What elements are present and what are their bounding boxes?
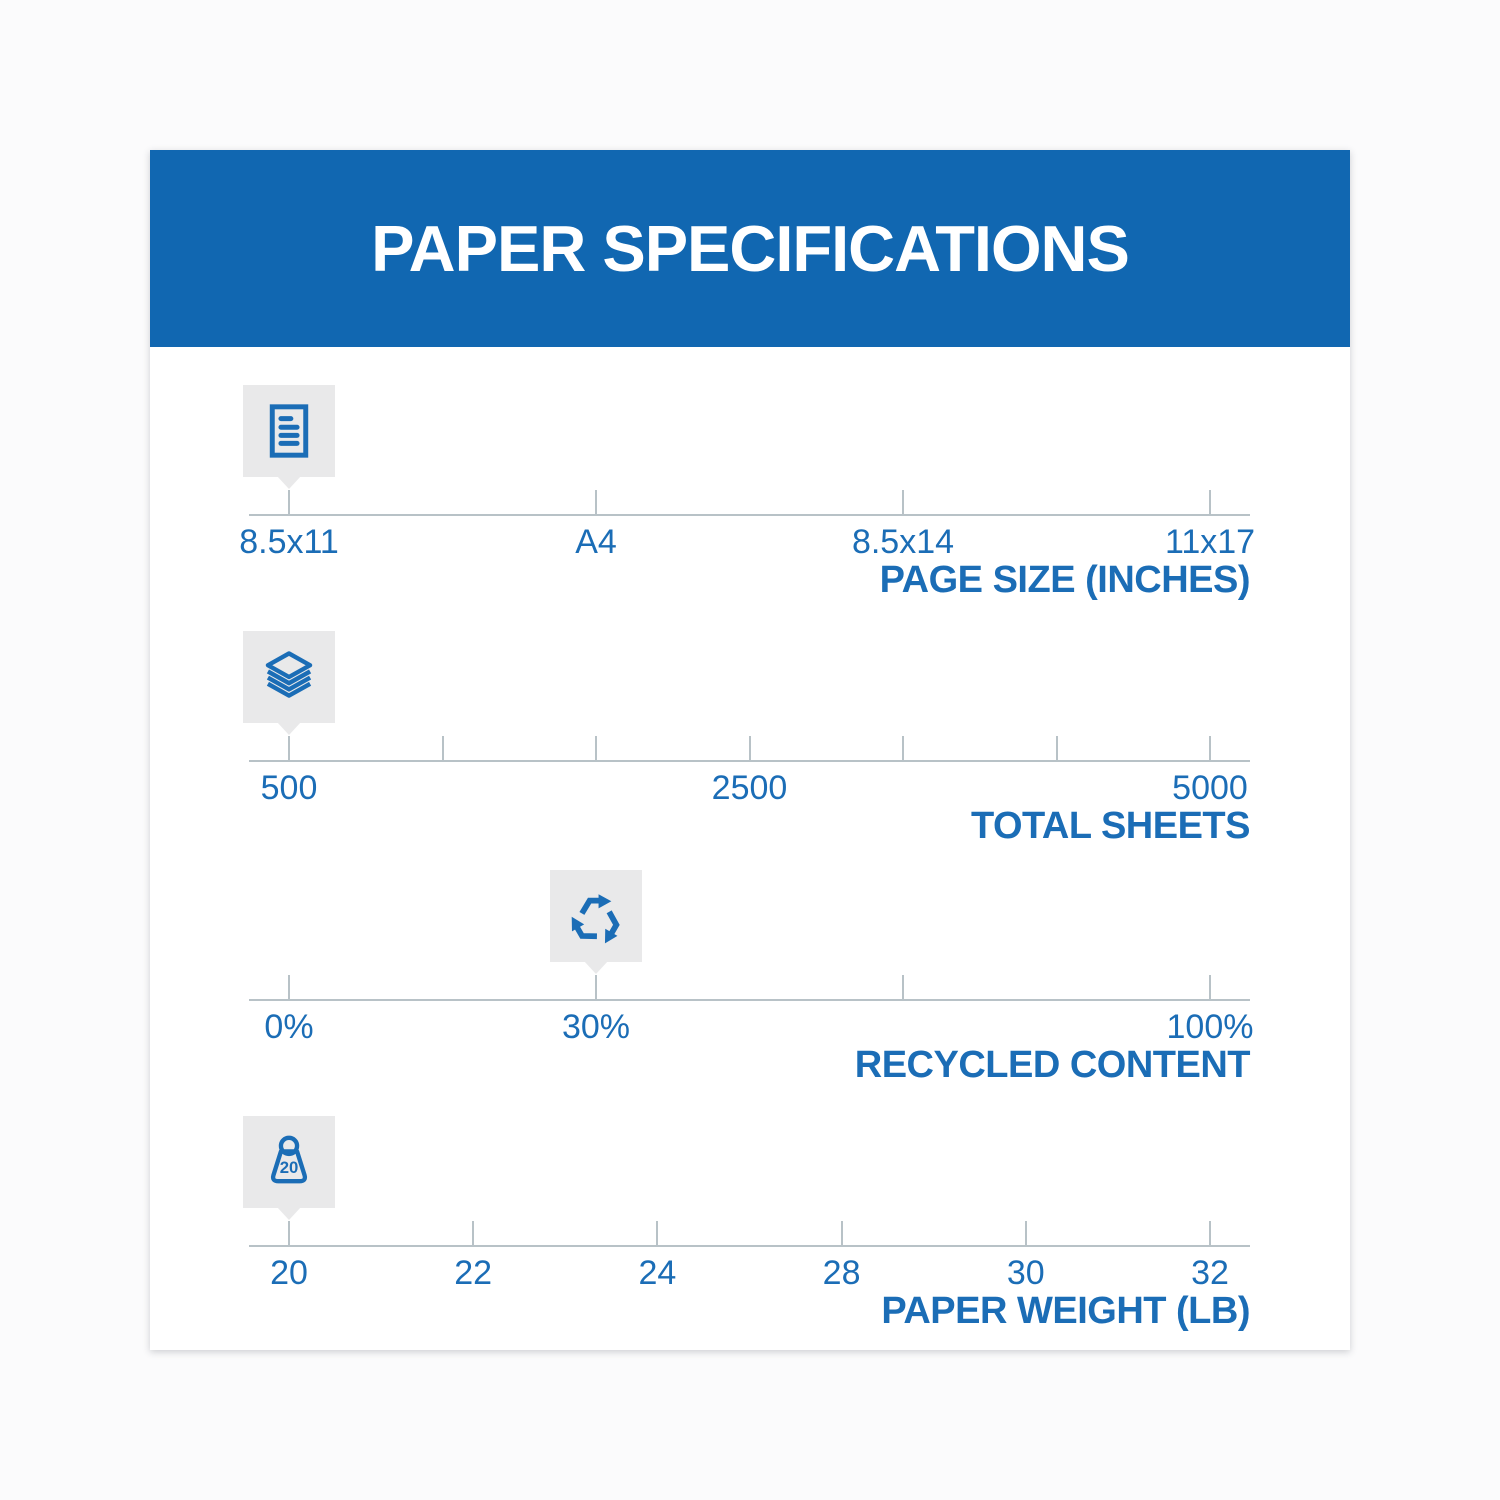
tick-label: 30 xyxy=(1006,1254,1045,1292)
tick-label: 500 xyxy=(260,769,318,807)
document-icon xyxy=(269,404,309,458)
tick-label: 11x17 xyxy=(1164,523,1256,561)
tick-label: 8.5x14 xyxy=(851,523,955,561)
tick-mark xyxy=(1209,490,1211,514)
tick-label: 24 xyxy=(638,1254,677,1292)
sheets-stack-icon xyxy=(265,651,313,698)
tick-label: 8.5x11 xyxy=(239,523,339,561)
page-title: PAPER SPECIFICATIONS xyxy=(371,212,1130,285)
tick-mark xyxy=(595,736,597,760)
tick-mark xyxy=(1024,1221,1027,1245)
category-label: PAGE SIZE (INCHES) xyxy=(879,559,1251,601)
tick-mark xyxy=(288,1221,290,1245)
badge-pointer xyxy=(277,722,301,735)
marker-badge-weight: 20 xyxy=(243,1116,335,1220)
tick-mark xyxy=(840,1221,843,1245)
badge-pointer xyxy=(277,1207,301,1220)
tick-mark xyxy=(288,975,290,999)
tick-mark xyxy=(288,490,290,514)
axis-line xyxy=(249,514,1250,516)
tick-label: 5000 xyxy=(1172,769,1248,807)
weight-icon: 20 xyxy=(270,1135,308,1184)
tick-mark xyxy=(1209,736,1211,760)
tick-mark xyxy=(902,975,904,999)
tick-mark xyxy=(1209,1221,1211,1245)
weight-icon-value: 20 xyxy=(280,1158,299,1177)
tick-label: A4 xyxy=(575,523,617,561)
tick-mark xyxy=(595,490,597,514)
header-banner: PAPER SPECIFICATIONS xyxy=(150,150,1350,347)
axis-line xyxy=(249,999,1250,1001)
tick-mark xyxy=(1209,975,1211,999)
category-label: PAPER WEIGHT (LB) xyxy=(881,1290,1250,1332)
marker-badge-recycled xyxy=(550,870,642,974)
tick-mark xyxy=(902,736,904,760)
recycle-icon xyxy=(571,894,620,944)
tick-label: 28 xyxy=(822,1254,861,1292)
tick-label: 30% xyxy=(561,1008,631,1046)
tick-mark xyxy=(441,736,444,760)
tick-mark xyxy=(472,1221,475,1245)
tick-label: 22 xyxy=(454,1254,493,1292)
tick-mark xyxy=(748,736,751,760)
tick-label: 0% xyxy=(264,1008,314,1046)
marker-badge-page-size xyxy=(243,385,335,489)
spec-card: PAPER SPECIFICATIONS 8.5x11 A4 8.5x14 11x17… xyxy=(150,150,1350,1350)
tick-mark xyxy=(656,1221,659,1245)
badge-pointer xyxy=(277,476,301,489)
badge-pointer xyxy=(584,961,608,974)
tick-label: 20 xyxy=(270,1254,308,1292)
marker-badge-total-sheets xyxy=(243,631,335,735)
axis-line xyxy=(249,1245,1250,1247)
tick-mark xyxy=(1055,736,1058,760)
category-label: TOTAL SHEETS xyxy=(970,805,1251,847)
tick-label: 2500 xyxy=(711,769,788,807)
tick-mark xyxy=(288,736,290,760)
tick-label: 100% xyxy=(1166,1008,1254,1046)
tick-label: 32 xyxy=(1191,1254,1229,1292)
tick-mark xyxy=(595,975,597,999)
tick-mark xyxy=(902,490,904,514)
axis-line xyxy=(249,760,1250,762)
category-label: RECYCLED CONTENT xyxy=(854,1044,1251,1086)
